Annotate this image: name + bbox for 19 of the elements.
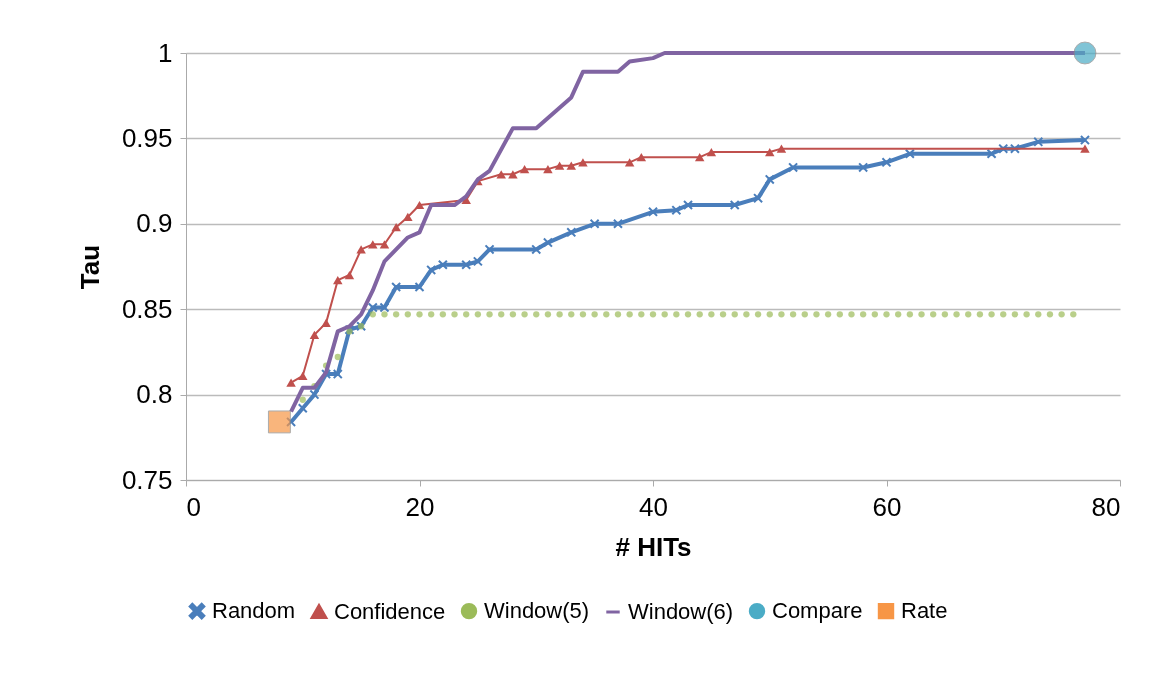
y-axis-title: Tau bbox=[74, 244, 105, 290]
x-tick-label: 0 bbox=[186, 491, 201, 522]
legend-label: Window(5) bbox=[484, 598, 590, 624]
y-tick-label: 0.8 bbox=[136, 379, 173, 410]
x-tick-label: 40 bbox=[639, 491, 668, 522]
legend-label: Confidence bbox=[334, 598, 446, 624]
y-tick-label: 0.85 bbox=[121, 293, 173, 324]
x-tick-label: 60 bbox=[872, 491, 902, 522]
legend-label: Random bbox=[212, 598, 296, 624]
legend-label: Window(6) bbox=[628, 599, 734, 624]
x-tick-label: 80 bbox=[1091, 491, 1121, 522]
y-tick-label: 0.9 bbox=[136, 208, 173, 239]
y-tick-label: 0.75 bbox=[121, 464, 173, 495]
x-tick-label: 20 bbox=[405, 491, 435, 522]
y-tick-label: 0.95 bbox=[121, 122, 173, 153]
legend-label: Compare bbox=[772, 598, 863, 624]
y-tick-label: 1 bbox=[158, 37, 173, 68]
x-axis-title: # HITs bbox=[615, 531, 692, 562]
legend-label: Rate bbox=[901, 598, 948, 624]
